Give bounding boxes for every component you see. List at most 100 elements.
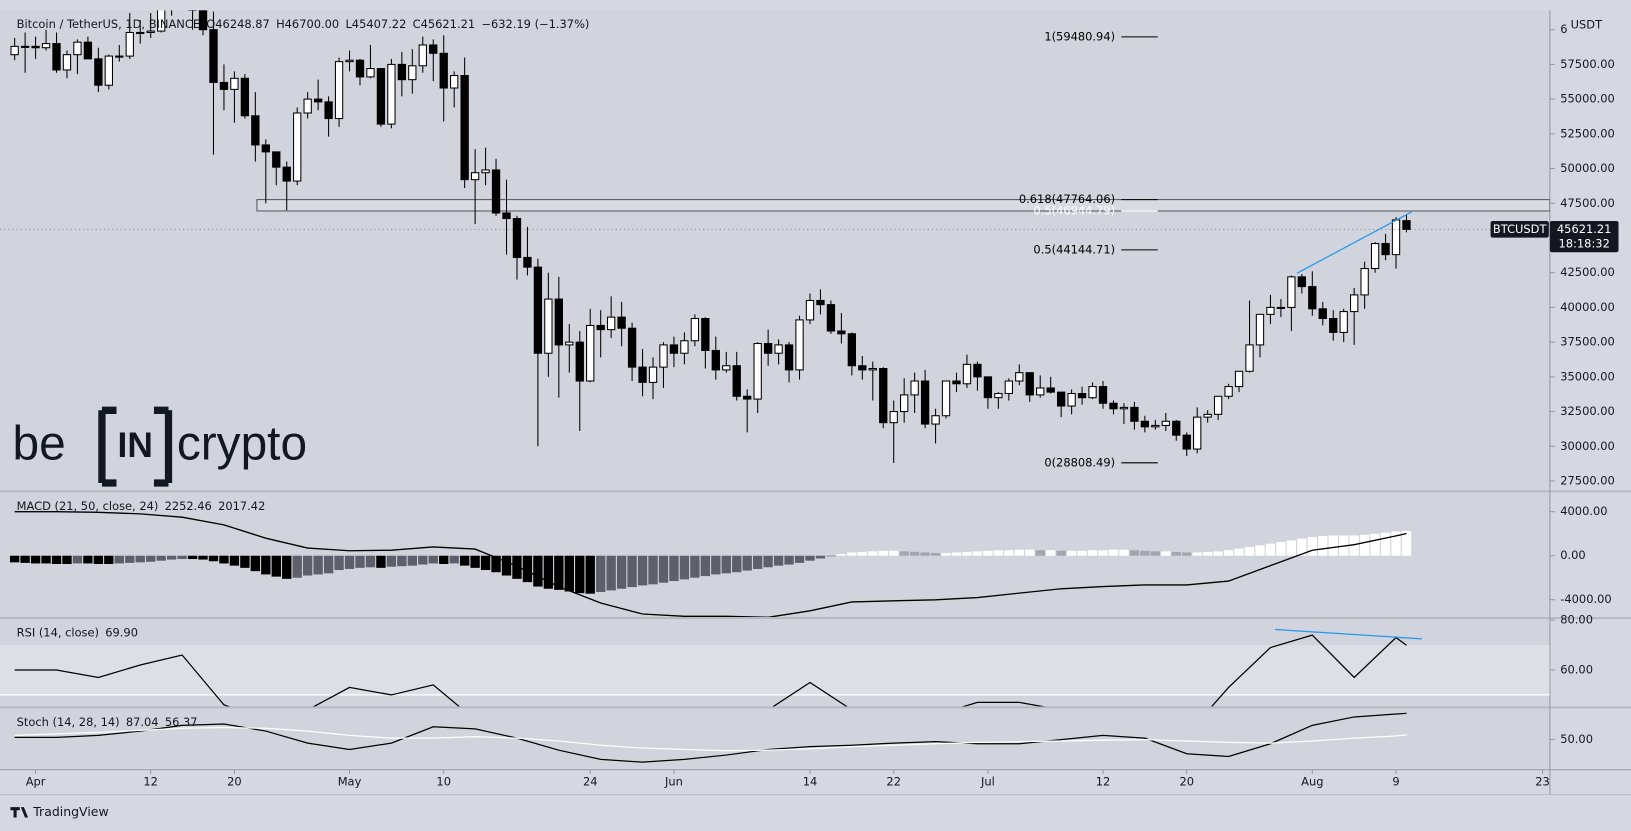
- y-tick-label: -4000.00: [1560, 592, 1611, 606]
- histogram-bar: [51, 555, 62, 564]
- histogram-bar: [658, 555, 669, 583]
- stoch-line: [14, 712, 1407, 763]
- candle-body: [115, 55, 124, 58]
- candle-body: [1088, 386, 1097, 399]
- candle-body: [586, 324, 595, 382]
- candle-body: [31, 45, 40, 49]
- histogram-bar: [104, 555, 114, 564]
- candle-body: [962, 363, 972, 385]
- fib-label: 0(28808.49): [1044, 455, 1115, 469]
- histogram-bar: [344, 555, 355, 569]
- histogram-bar: [135, 555, 145, 563]
- candle-body: [104, 55, 113, 86]
- histogram-bar: [418, 555, 428, 565]
- histogram-bar: [533, 555, 543, 587]
- histogram-bar: [847, 552, 857, 556]
- candle-body: [523, 256, 532, 268]
- candle-body: [596, 324, 605, 331]
- candle-body: [858, 365, 867, 371]
- candle-body: [209, 29, 218, 83]
- candle-body: [638, 366, 647, 383]
- candle-body: [690, 318, 700, 342]
- candle-body: [240, 77, 250, 117]
- y-tick-label: 32500.00: [1560, 404, 1615, 418]
- candle-body: [900, 394, 909, 413]
- histogram-bar: [1056, 550, 1066, 556]
- histogram-bar: [1401, 530, 1412, 556]
- histogram-bar: [302, 555, 313, 576]
- watermark-text: be: [12, 417, 65, 470]
- candle-body: [387, 63, 396, 125]
- candle-body: [481, 169, 490, 174]
- symbol-tag: [1490, 221, 1549, 238]
- candle-body: [1391, 219, 1401, 256]
- watermark-text: crypto: [177, 417, 307, 470]
- x-tick-label: Apr: [26, 775, 46, 789]
- histogram-bar: [177, 555, 187, 560]
- legend-title: MACD (21, 50, close, 24): [17, 498, 159, 512]
- histogram-bar: [1140, 550, 1150, 556]
- candle-body: [219, 81, 229, 90]
- legend-value: L45407.22: [345, 16, 406, 30]
- histogram-bar: [889, 550, 899, 556]
- histogram-bar: [156, 555, 166, 561]
- histogram-bar: [522, 555, 533, 583]
- candle-body: [230, 77, 239, 90]
- candle-body: [282, 166, 291, 182]
- candle-body: [345, 59, 354, 63]
- candle-body: [491, 169, 501, 214]
- histogram-bar: [512, 555, 522, 579]
- candle-body: [920, 380, 930, 425]
- histogram-bar: [323, 555, 334, 574]
- candle-body: [659, 344, 668, 368]
- x-tick-label: 20: [1179, 775, 1194, 789]
- histogram-bar: [1234, 548, 1244, 556]
- countdown-text: 18:18:32: [1559, 236, 1610, 250]
- legend-value: 87.04: [126, 714, 159, 728]
- histogram-bar: [815, 555, 826, 559]
- candle-body: [1203, 413, 1212, 418]
- candle-body: [826, 304, 836, 332]
- candle-body: [1234, 370, 1244, 388]
- candle-body: [1339, 311, 1348, 333]
- histogram-bar: [62, 555, 72, 564]
- y-tick-label: 35000.00: [1560, 369, 1615, 383]
- legend-value: O46248.87: [206, 16, 270, 30]
- candle-body: [606, 316, 616, 331]
- candle-body: [1287, 276, 1296, 308]
- histogram-bar: [1318, 535, 1328, 556]
- candle-body: [1140, 420, 1150, 428]
- histogram-bar: [470, 555, 480, 568]
- histogram-bar: [742, 555, 752, 571]
- candle-body: [837, 330, 846, 335]
- symbol-tag-text: BTCUSDT: [1493, 222, 1548, 236]
- candle-body: [1308, 286, 1317, 310]
- candle-body: [313, 98, 323, 103]
- candle-body: [931, 415, 940, 425]
- candle-body: [1161, 420, 1170, 426]
- y-tick-label: 27500.00: [1560, 473, 1615, 487]
- histogram-bar: [1307, 537, 1317, 556]
- histogram-bar: [773, 555, 784, 566]
- histogram-bar: [596, 555, 606, 593]
- legend-value: H46700.00: [276, 16, 339, 30]
- candle-body: [1297, 276, 1307, 288]
- candle-body: [680, 340, 689, 354]
- price-tag-text: 45621.21: [1557, 222, 1612, 236]
- candle-body: [94, 58, 103, 86]
- histogram-bar: [93, 555, 104, 564]
- histogram-bar: [114, 555, 124, 564]
- candle-body: [157, 10, 166, 32]
- stoch-line: [14, 726, 1407, 752]
- candle-body: [910, 380, 919, 396]
- histogram-bar: [606, 555, 616, 591]
- candle-body: [198, 10, 208, 31]
- legend-value: 56.37: [165, 714, 198, 728]
- histogram-bar: [972, 551, 983, 556]
- candle-body: [763, 342, 773, 354]
- candle-body: [272, 151, 281, 168]
- histogram-bar: [1192, 552, 1202, 556]
- candle-body: [261, 144, 270, 153]
- histogram-bar: [1349, 535, 1359, 556]
- histogram-bar: [878, 550, 888, 556]
